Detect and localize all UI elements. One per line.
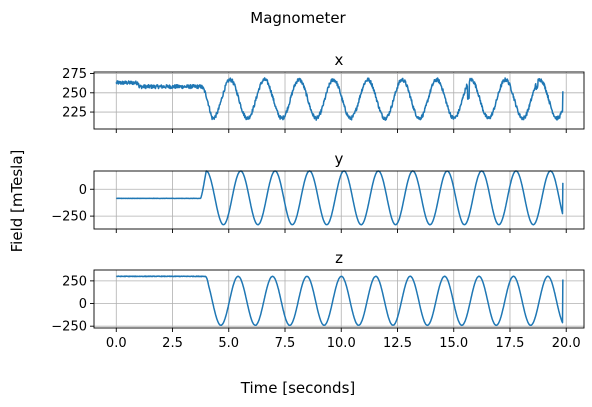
x-tick-label: 20.0 (552, 336, 581, 351)
x-tick-label: 0.0 (106, 336, 127, 351)
x-tick-label: 12.5 (383, 336, 412, 351)
subplot-title: x (335, 51, 344, 69)
y-tick-label: 250 (62, 86, 87, 101)
subplot-y: −250 0 y (51, 150, 585, 233)
y-tick-label: −250 (51, 210, 87, 225)
x-tick-label: 7.5 (275, 336, 296, 351)
y-tick-label: 0 (79, 183, 87, 198)
axes-frame (93, 170, 585, 230)
subplot-title: y (335, 150, 344, 168)
series-line (115, 170, 564, 226)
x-tick-label: 5.0 (218, 336, 239, 351)
series-line (115, 77, 564, 121)
subplot-x: 225 250 275 x (62, 51, 585, 133)
y-tick-label: 275 (62, 67, 87, 82)
subplot-z: 0.0 2.5 5.0 7.5 10.0 12.5 15.0 17.5 20.0 −250 0 250… (51, 249, 585, 351)
subplot-title: z (335, 249, 343, 267)
x-tick-label: 10.0 (327, 336, 356, 351)
x-tick-label: 15.0 (439, 336, 468, 351)
y-tick-label: 225 (62, 106, 87, 121)
y-tick-label: 0 (79, 297, 87, 312)
series-line (115, 275, 564, 327)
y-tick-label: 250 (62, 274, 87, 289)
x-axis-label: Time [seconds] (240, 379, 356, 397)
x-tick-label: 2.5 (162, 336, 183, 351)
y-tick-label: −250 (51, 320, 87, 335)
axes-frame (93, 71, 585, 130)
y-axis-label: Field [mTesla] (8, 150, 26, 253)
figure-title: Magnometer (250, 9, 346, 27)
x-tick-label: 17.5 (496, 336, 525, 351)
axes-frame (93, 269, 585, 329)
